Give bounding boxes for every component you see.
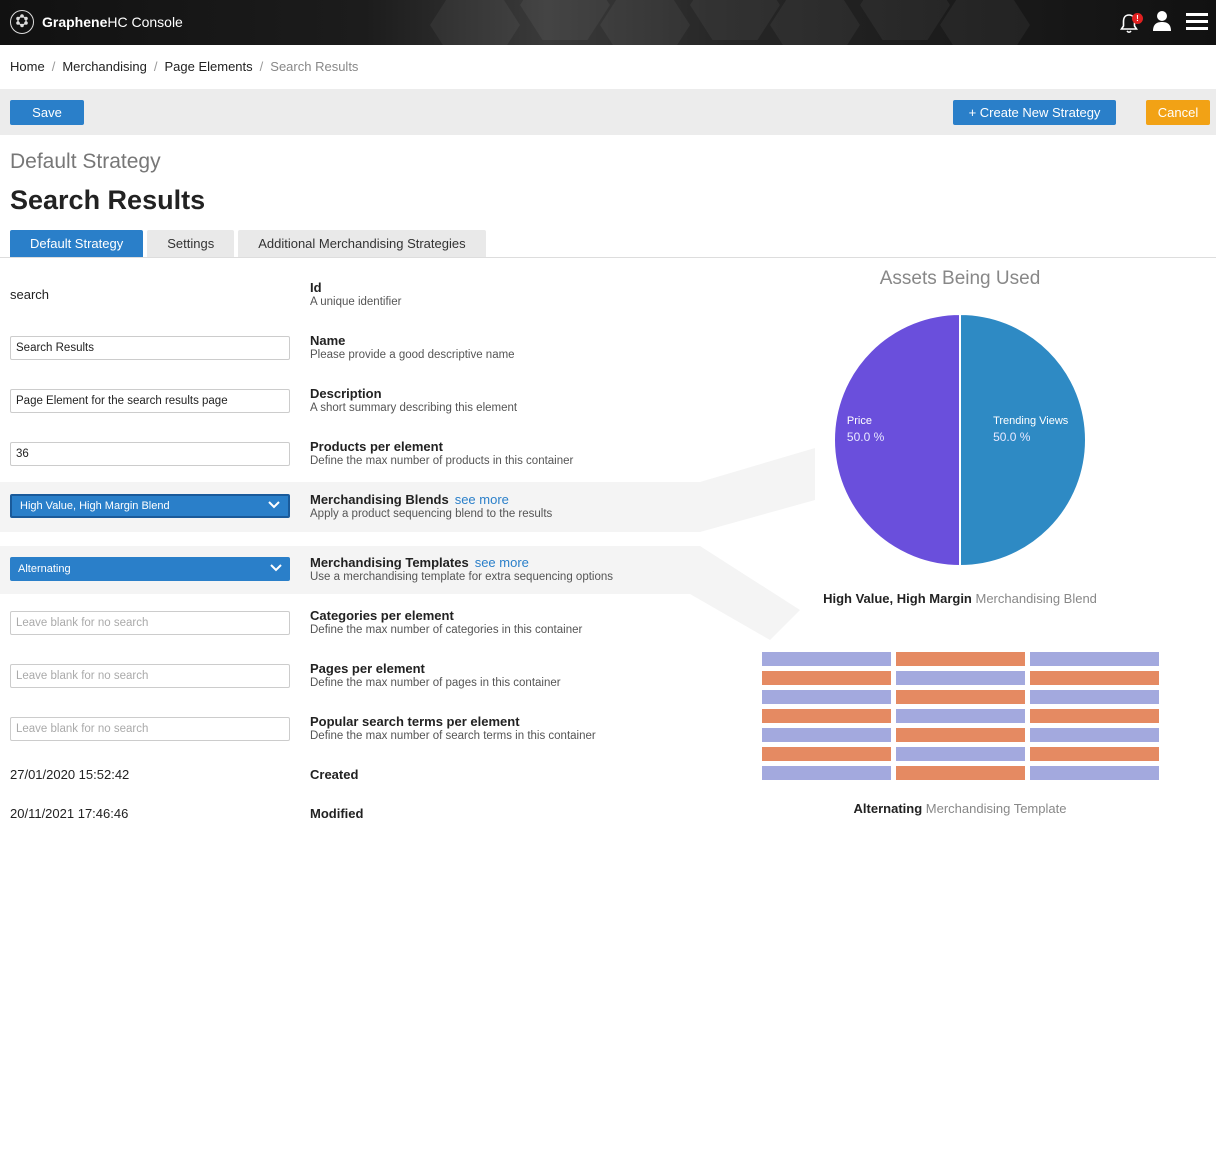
template-cell [1030,652,1159,666]
create-new-strategy-button[interactable]: + Create New Strategy [953,100,1116,125]
merchandising-blend-value: High Value, High Margin Blend [20,500,170,512]
description-help: A short summary describing this element [310,402,518,414]
templates-see-more-link[interactable]: see more [474,555,529,570]
id-value: search [10,287,50,302]
template-cell [1030,690,1159,704]
chevron-down-icon [268,500,280,512]
categories-per-element-label: Categories per element [310,608,454,623]
cancel-button[interactable]: Cancel [1146,100,1210,125]
page-subtitle: Default Strategy [10,150,161,173]
merchandising-blend-select[interactable]: High Value, High Margin Blend [10,494,290,518]
merchandising-templates-label: Merchandising Templates see more [310,555,529,570]
template-cell [896,747,1025,761]
template-cell [896,671,1025,685]
template-cell [1030,709,1159,723]
tab-bar: Default Strategy Settings Additional Mer… [10,230,490,257]
template-cell [896,709,1025,723]
breadcrumb-page-elements[interactable]: Page Elements [164,59,253,74]
template-cell [1030,671,1159,685]
template-cell [762,728,891,742]
template-cell [896,728,1025,742]
pie-label-1: Trending Views [993,415,1069,427]
popular-search-terms-input[interactable]: Leave blank for no search [10,717,290,741]
blend-caption-suffix: Merchandising Blend [975,591,1097,606]
pie-value-1: 50.0 % [993,430,1031,444]
template-cell [762,690,891,704]
id-help: A unique identifier [310,296,402,308]
blends-see-more-link[interactable]: see more [454,492,509,507]
merchandising-blends-help: Apply a product sequencing blend to the … [310,508,553,520]
name-label: Name [310,333,346,348]
template-cell [896,766,1025,780]
template-cell [1030,747,1159,761]
tab-default-strategy[interactable]: Default Strategy [10,230,144,257]
name-help: Please provide a good descriptive name [310,349,515,361]
tab-additional-strategies[interactable]: Additional Merchandising Strategies [238,230,486,257]
blend-caption: High Value, High Margin Merchandising Bl… [760,591,1160,606]
merchandising-templates-help: Use a merchandising template for extra s… [310,571,614,583]
user-icon[interactable] [1152,10,1172,37]
name-input[interactable]: Search Results [10,336,290,360]
breadcrumb: Home / Merchandising / Page Elements / S… [10,59,359,74]
pie-slice-trending-views [959,312,1087,568]
template-caption-name: Alternating [853,801,923,816]
breadcrumb-current: Search Results [270,59,359,74]
tab-settings[interactable]: Settings [147,230,235,257]
popular-search-terms-label: Popular search terms per element [310,714,520,729]
save-button[interactable]: Save [10,100,84,125]
pie-value-0: 50.0 % [847,430,885,444]
popular-search-terms-help: Define the max number of search terms in… [310,730,596,742]
notifications-bell-icon[interactable]: ! [1120,12,1143,35]
categories-per-element-help: Define the max number of categories in t… [310,624,583,636]
template-caption-suffix: Merchandising Template [925,801,1067,816]
blend-caption-name: High Value, High Margin [823,591,972,606]
template-cell [896,690,1025,704]
template-cell [762,709,891,723]
template-cell [762,747,891,761]
pie-label-0: Price [847,415,872,427]
assets-pie-chart: Price 50.0 % Trending Views 50.0 % [833,312,1087,568]
template-cell [1030,728,1159,742]
id-label: Id [310,280,322,295]
brand-name-bold: Graphene [42,14,108,30]
assets-chart-title: Assets Being Used [879,268,1041,289]
merchandising-template-value: Alternating [18,563,71,575]
modified-value: 20/11/2021 17:46:46 [10,806,129,821]
products-per-element-help: Define the max number of products in thi… [310,455,574,467]
description-label: Description [310,386,382,401]
brand[interactable]: Graphene HC Console [10,10,183,34]
modified-label: Modified [310,806,364,821]
action-toolbar: Save + Create New Strategy Cancel [0,89,1216,135]
template-cell [762,652,891,666]
products-per-element-label: Products per element [310,439,443,454]
top-bar: Graphene HC Console ! [0,0,1216,45]
page-title: Search Results [10,185,206,215]
pages-per-element-input[interactable]: Leave blank for no search [10,664,290,688]
merchandising-template-select[interactable]: Alternating [10,557,290,581]
description-input[interactable]: Page Element for the search results page [10,389,290,413]
template-cell [896,652,1025,666]
notification-badge: ! [1132,12,1143,24]
pie-slice-price [833,312,961,568]
tab-divider [0,257,1216,258]
template-cell [762,766,891,780]
breadcrumb-merchandising[interactable]: Merchandising [62,59,147,74]
graphene-logo-icon [10,10,34,34]
chevron-down-icon [270,563,282,575]
breadcrumb-home[interactable]: Home [10,59,45,74]
template-caption: Alternating Merchandising Template [760,801,1160,816]
hamburger-menu-icon[interactable] [1186,11,1208,36]
template-preview-grid [762,652,1159,785]
pages-per-element-label: Pages per element [310,661,425,676]
brand-name-rest: HC Console [107,14,183,30]
merchandising-blends-label: Merchandising Blends see more [310,492,509,507]
categories-per-element-input[interactable]: Leave blank for no search [10,611,290,635]
template-cell [1030,766,1159,780]
template-cell [762,671,891,685]
created-value: 27/01/2020 15:52:42 [10,767,130,782]
created-label: Created [310,767,359,782]
products-per-element-input[interactable]: 36 [10,442,290,466]
pages-per-element-help: Define the max number of pages in this c… [310,677,561,689]
